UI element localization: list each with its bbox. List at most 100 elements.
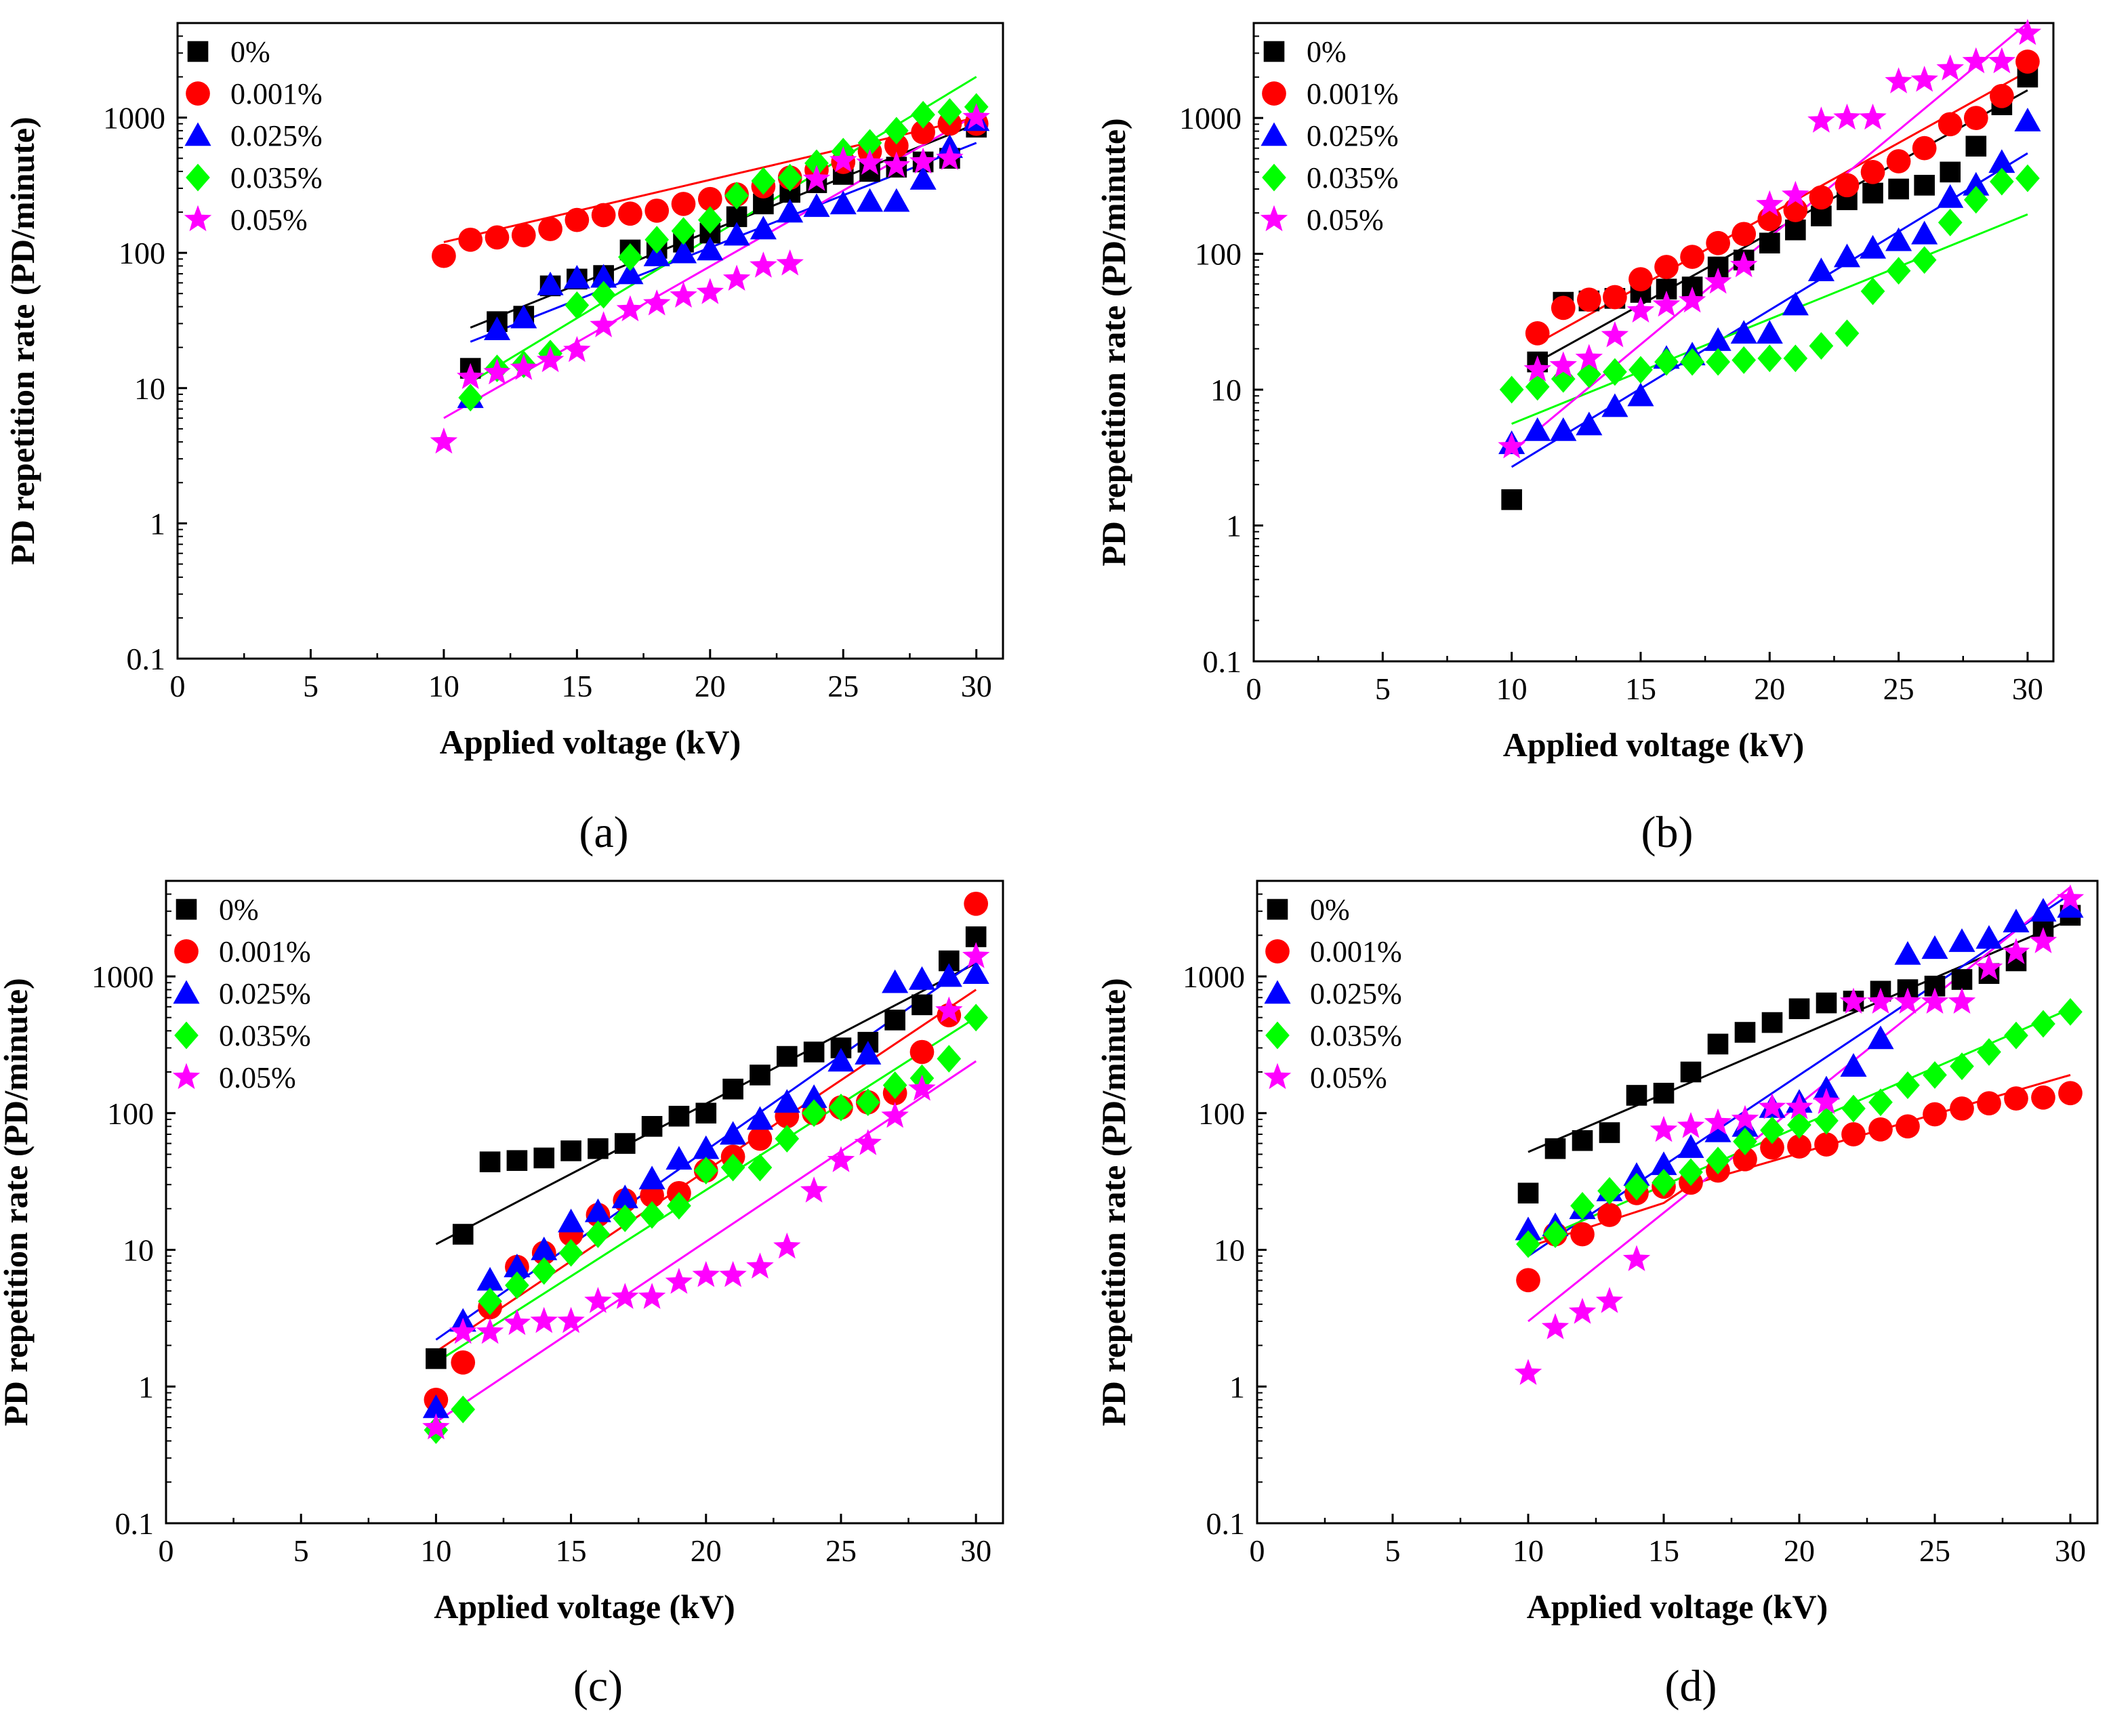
- y-tick-label: 0.1: [127, 642, 166, 676]
- legend-label: 0.05%: [219, 1061, 296, 1094]
- data-point: [533, 1147, 555, 1169]
- data-point: [1601, 321, 1629, 348]
- legend-label: 0.001%: [230, 77, 323, 110]
- panel-label: (c): [573, 1661, 623, 1711]
- legend-label: 0.001%: [1307, 77, 1399, 110]
- data-point: [1649, 1115, 1678, 1142]
- x-tick-label: 25: [825, 1533, 857, 1568]
- data-point: [478, 1287, 502, 1315]
- y-tick-label: 10: [123, 1233, 154, 1268]
- data-point: [1840, 1053, 1867, 1077]
- data-point: [1785, 1093, 1813, 1119]
- legend-label: 0.05%: [230, 203, 308, 236]
- data-point: [565, 291, 590, 319]
- data-point: [936, 144, 964, 170]
- data-point: [1756, 320, 1783, 344]
- data-point: [1866, 987, 1895, 1014]
- data-point: [1706, 1146, 1730, 1175]
- data-point: [510, 354, 537, 380]
- data-point: [911, 120, 935, 144]
- data-point: [1601, 393, 1628, 417]
- data-point: [747, 1153, 773, 1182]
- legend-label: 0%: [1310, 893, 1350, 926]
- data-point: [1886, 149, 1911, 173]
- data-point: [2058, 997, 2083, 1026]
- data-point: [909, 165, 937, 190]
- data-point: [1807, 106, 1835, 133]
- data-point: [827, 1146, 855, 1172]
- data-point: [1680, 1061, 1702, 1083]
- data-point: [590, 311, 617, 337]
- data-point: [1948, 987, 1976, 1014]
- legend-marker: [184, 122, 211, 146]
- data-point: [909, 1039, 935, 1065]
- legend-label: 0.025%: [1310, 977, 1402, 1010]
- data-point: [1988, 149, 2015, 173]
- data-point: [643, 289, 671, 316]
- data-point: [617, 260, 644, 285]
- legend: 0% 0.001% 0.025% 0.035% 0.05%: [184, 35, 323, 236]
- data-point: [638, 1165, 665, 1190]
- data-point: [483, 316, 511, 340]
- x-tick-label: 10: [1496, 671, 1528, 706]
- x-tick-label: 20: [1754, 671, 1785, 706]
- plot-frame: [1256, 880, 2099, 1525]
- data-point: [558, 1208, 585, 1233]
- data-point: [1859, 103, 1887, 130]
- legend-label: 0.025%: [219, 977, 311, 1010]
- data-point: [2056, 884, 2085, 911]
- data-point: [882, 969, 909, 993]
- data-point: [1912, 246, 1937, 274]
- data-point: [422, 1394, 449, 1418]
- y-tick-label: 1: [1229, 1369, 1245, 1404]
- data-point: [1977, 1038, 2001, 1066]
- data-point: [1549, 351, 1577, 377]
- data-point: [586, 1220, 611, 1248]
- x-tick-label: 5: [303, 669, 319, 703]
- data-point: [1731, 346, 1757, 374]
- data-point: [802, 1099, 826, 1128]
- data-point: [751, 167, 776, 195]
- legend-label: 0.001%: [1310, 935, 1402, 968]
- data-point: [2031, 1085, 2055, 1110]
- data-point: [1923, 1061, 1947, 1089]
- data-point: [1524, 417, 1551, 441]
- legend-label: 0.035%: [1307, 161, 1399, 194]
- data-point: [1622, 1245, 1651, 1271]
- data-point: [458, 384, 483, 412]
- data-point: [1885, 227, 1912, 251]
- y-tick-label: 100: [1195, 237, 1242, 272]
- data-point: [430, 427, 458, 454]
- data-point: [1551, 295, 1576, 321]
- x-tick-label: 20: [695, 669, 726, 703]
- legend-label: 0%: [230, 35, 270, 68]
- series-3: [1498, 108, 2041, 455]
- data-point: [563, 335, 591, 363]
- data-point: [1734, 1022, 1756, 1043]
- data-point: [2029, 927, 2057, 953]
- data-point: [1963, 186, 1988, 214]
- data-point: [1894, 941, 1921, 965]
- data-point: [1680, 348, 1704, 376]
- data-point: [503, 1308, 531, 1336]
- data-point: [1679, 1158, 1703, 1186]
- data-point: [724, 182, 749, 210]
- data-point: [750, 1065, 771, 1086]
- data-point: [855, 1041, 882, 1065]
- data-point: [882, 1071, 907, 1099]
- data-point: [1783, 198, 1808, 222]
- legend-label: 0.05%: [1310, 1061, 1387, 1094]
- data-point: [2003, 909, 2030, 933]
- x-tick-label: 30: [2012, 671, 2043, 706]
- x-tick-label: 20: [691, 1533, 722, 1568]
- data-point: [1921, 987, 1949, 1014]
- data-point: [1936, 54, 1964, 81]
- data-point: [449, 1317, 477, 1344]
- data-point: [1951, 969, 1973, 990]
- x-tick-label: 0: [1246, 671, 1262, 706]
- data-point: [1977, 1091, 2001, 1116]
- series-5: [430, 103, 990, 454]
- data-point: [1912, 136, 1937, 161]
- series-2: [1525, 49, 2040, 346]
